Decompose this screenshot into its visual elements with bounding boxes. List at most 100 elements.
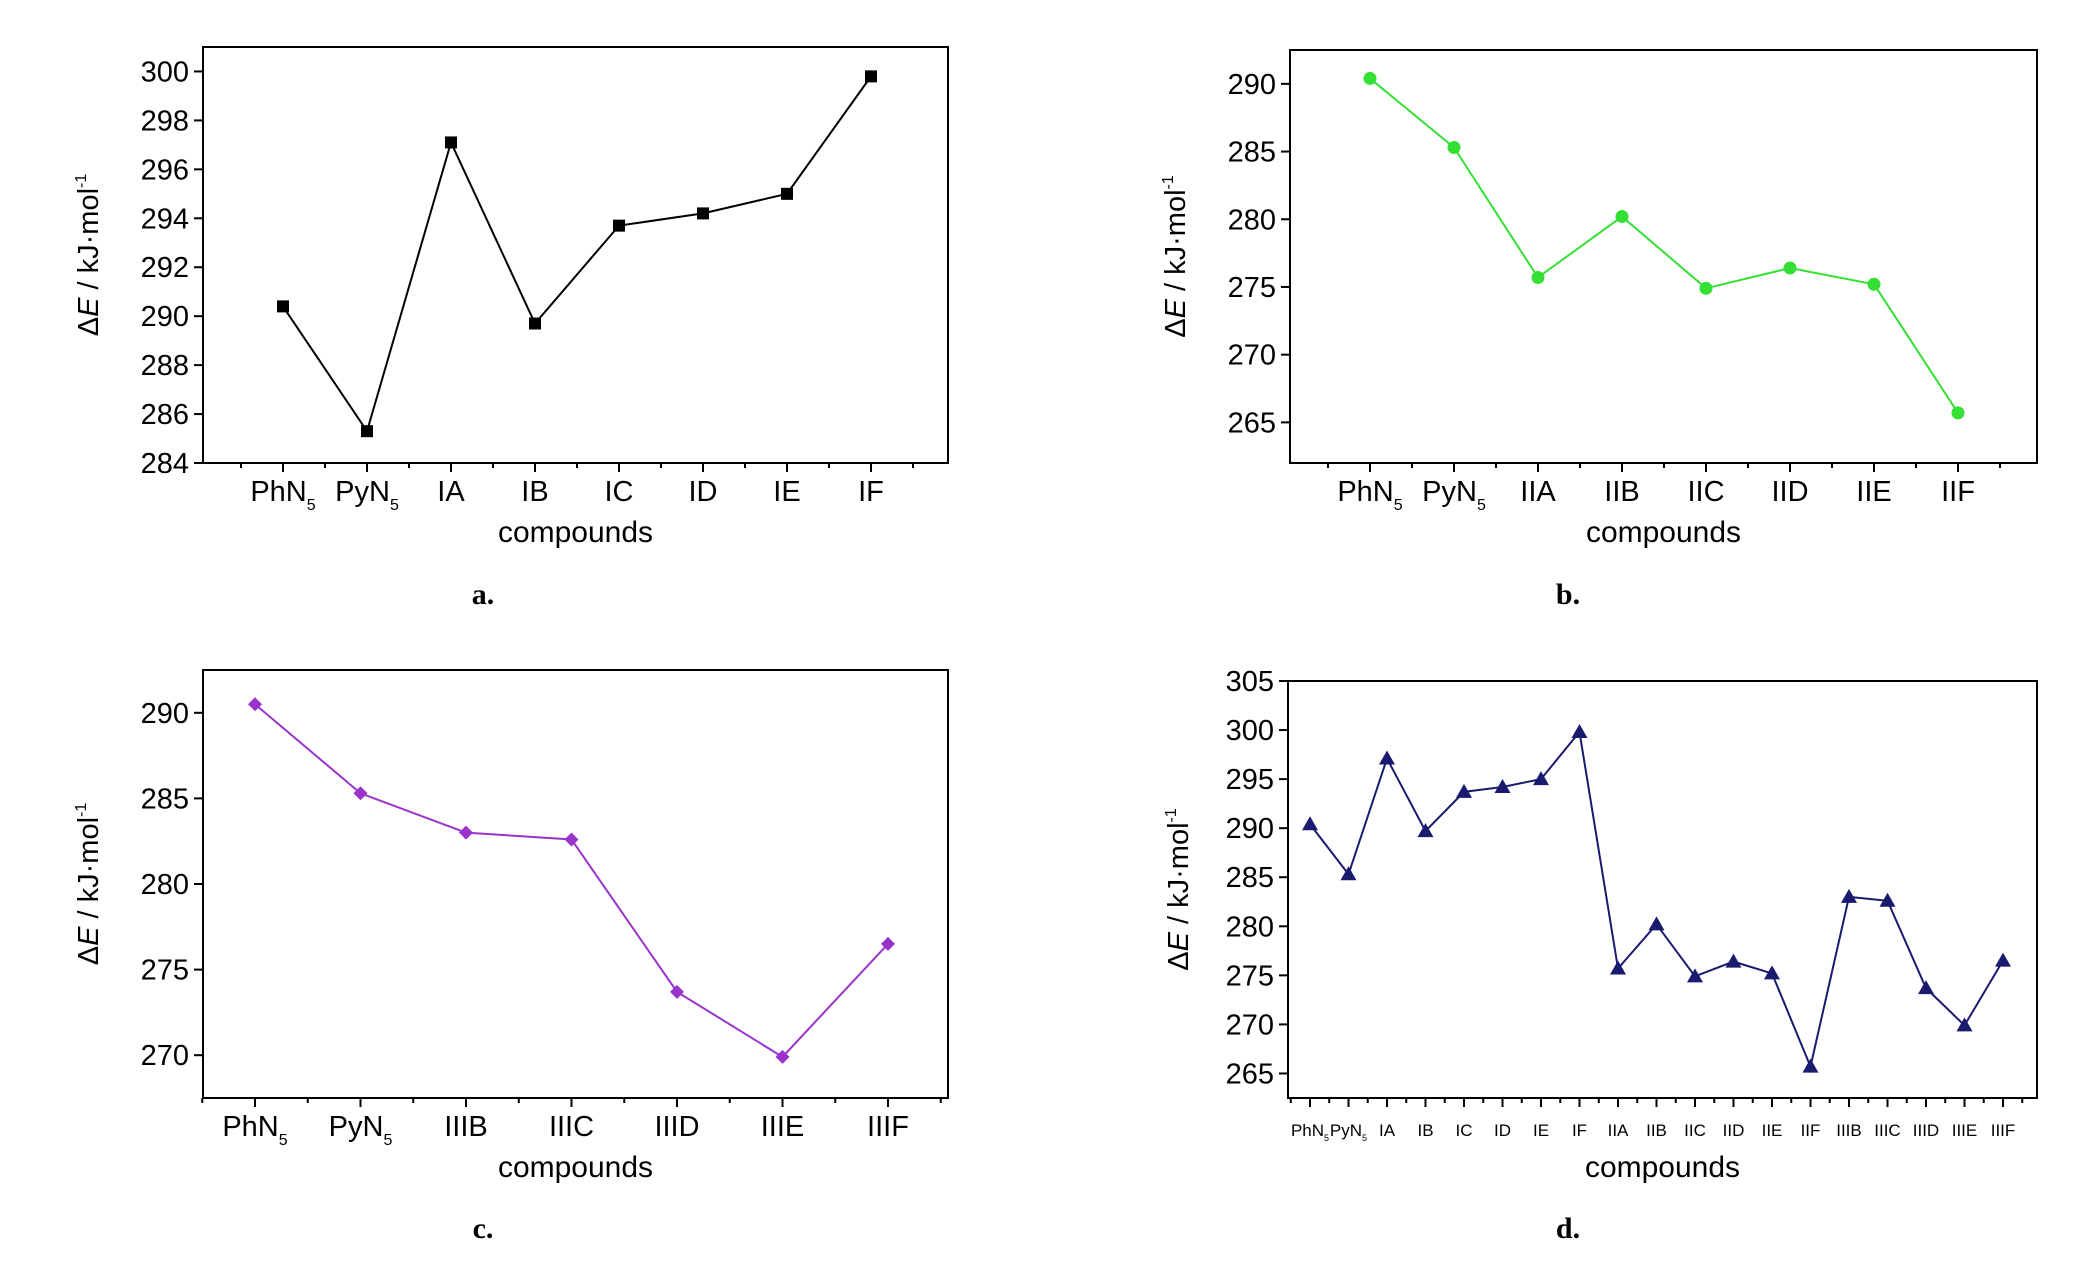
data-point [459, 825, 473, 840]
y-tick-label: 280 [141, 869, 189, 901]
data-point [1995, 952, 2011, 967]
x-tick-label: IIIB [1836, 1121, 1862, 1140]
data-point [1447, 140, 1461, 154]
x-tick-label: PhN5 [1291, 1121, 1329, 1143]
y-axis-ticks: 265 270 275 280 285 290 295 300 305 [1226, 666, 1288, 1090]
y-tick-label: 285 [1228, 137, 1276, 169]
plot-frame [202, 46, 949, 464]
x-tick-labels: PhN5 PyN5 IA IB IC ID IE IF [250, 476, 884, 514]
x-tick-label: IIE [1856, 476, 1891, 508]
data-point [1687, 968, 1703, 983]
x-tick-label: IIIE [1952, 1121, 1978, 1140]
data-point [1615, 210, 1629, 224]
y-tick-label: 280 [1228, 204, 1276, 236]
plot-frame [1289, 49, 2038, 464]
x-tick-label: IIA [1520, 476, 1556, 508]
series-line [254, 703, 889, 1059]
data-point [1841, 888, 1857, 903]
data-point [529, 317, 541, 330]
x-tick-label: IIE [1762, 1121, 1783, 1140]
chart-d: 265 270 275 280 285 290 295 300 305 PhN5 PyN5 IA IB I… [1163, 666, 2038, 1184]
y-tick-label: 285 [141, 783, 189, 815]
x-tick-label: IIID [1913, 1121, 1939, 1140]
data-point [1302, 816, 1318, 831]
x-tick-label: IA [437, 476, 465, 508]
data-point [1783, 261, 1797, 275]
data-point [1956, 1017, 1973, 1032]
y-tick-label: 298 [141, 105, 189, 137]
x-tick-labels: PhN5 PyN5 IIIB IIIC IIID IIIE IIIF [222, 1111, 909, 1149]
data-point [697, 207, 709, 220]
series-0 [277, 70, 877, 438]
chart-b: 265 270 275 280 285 290 PhN5 PyN5 IIA IIB IIC IID II… [1160, 49, 2038, 549]
x-tick-label: IC [605, 476, 634, 508]
data-point [881, 936, 895, 951]
chart-panel-b: 265 270 275 280 285 290 PhN5 PyN5 IIA IIB IIC IID II… [1040, 0, 2070, 560]
data-point [445, 136, 457, 149]
y-tick-label: 270 [1228, 340, 1276, 372]
y-tick-label: 305 [1226, 666, 1274, 698]
x-axis-ticks [240, 463, 914, 472]
x-tick-label: IIC [1684, 1121, 1706, 1140]
data-point [1879, 892, 1896, 907]
x-tick-label: PyN5 [329, 1111, 393, 1149]
series-0 [1363, 71, 1965, 420]
y-axis-ticks: 265 270 275 280 285 290 [1228, 69, 1290, 439]
data-point [670, 984, 684, 999]
data-point [775, 1049, 790, 1064]
chart-panel-d: 265 270 275 280 285 290 295 300 305 PhN5 PyN5 IA IB I… [1040, 635, 2070, 1195]
x-tick-label: IID [1723, 1121, 1745, 1140]
x-tick-label: IIIE [761, 1111, 805, 1143]
x-tick-label: IF [1572, 1121, 1587, 1140]
x-tick-label: PhN5 [1337, 476, 1402, 514]
x-tick-label: IIA [1608, 1121, 1629, 1140]
y-tick-label: 265 [1226, 1058, 1274, 1090]
x-tick-labels: PhN5 PyN5 IIA IIB IIC IID IIE IIF [1337, 476, 1975, 514]
series-0 [248, 697, 895, 1064]
y-tick-label: 270 [141, 1040, 189, 1072]
x-tick-label: IIIB [444, 1111, 488, 1143]
x-tick-label: IIC [1687, 476, 1724, 508]
x-tick-label: IIB [1646, 1121, 1667, 1140]
x-tick-label: IA [1379, 1121, 1396, 1140]
y-axis-title: ΔE / kJ·mol-1 [73, 803, 105, 966]
panel-label-c: c. [472, 1212, 494, 1245]
data-point [1725, 953, 1742, 968]
data-point [1494, 778, 1511, 793]
x-tick-labels: PhN5 PyN5 IA IB IC ID IE IF IIA IIB IIC IID IIE IIF II… [1291, 1121, 2015, 1143]
data-point [1379, 750, 1395, 765]
y-tick-label: 290 [1226, 813, 1274, 845]
data-point [781, 187, 793, 200]
data-point [1699, 281, 1713, 295]
y-tick-label: 300 [141, 56, 189, 88]
chart-a: 284 286 288 290 292 294 296 298 300 PhN5 PyN5 IA IB I… [73, 46, 949, 549]
x-axis-title: compounds [498, 1151, 653, 1184]
x-tick-label: IIID [654, 1111, 699, 1143]
data-point [564, 832, 579, 847]
x-tick-label: IC [1456, 1121, 1473, 1140]
y-axis-title: ΔE / kJ·mol-1 [1163, 808, 1195, 971]
y-axis-title: ΔE / kJ·mol-1 [1160, 175, 1192, 338]
y-tick-label: 286 [141, 399, 189, 431]
data-point [353, 786, 368, 801]
x-tick-label: PhN5 [222, 1111, 287, 1149]
x-tick-label: IIF [1801, 1121, 1821, 1140]
y-tick-label: 284 [141, 448, 189, 480]
x-axis-title: compounds [1586, 516, 1741, 549]
x-tick-label: ID [689, 476, 718, 508]
y-tick-label: 300 [1226, 715, 1274, 747]
y-tick-label: 292 [141, 252, 189, 284]
x-tick-label: IIF [1941, 476, 1975, 508]
x-tick-label: IIIF [867, 1111, 909, 1143]
y-tick-label: 280 [1226, 911, 1274, 943]
data-point [1533, 771, 1549, 786]
y-tick-label: 290 [141, 301, 189, 333]
y-tick-label: 265 [1228, 407, 1276, 439]
x-tick-label: ID [1494, 1121, 1511, 1140]
data-point [1802, 1058, 1819, 1073]
y-axis-ticks: 284 286 288 290 292 294 296 298 300 [141, 56, 203, 480]
x-tick-label: IE [1533, 1121, 1549, 1140]
x-tick-label: PyN5 [1422, 476, 1486, 514]
x-tick-label: PyN5 [335, 476, 399, 514]
data-point [248, 697, 262, 712]
